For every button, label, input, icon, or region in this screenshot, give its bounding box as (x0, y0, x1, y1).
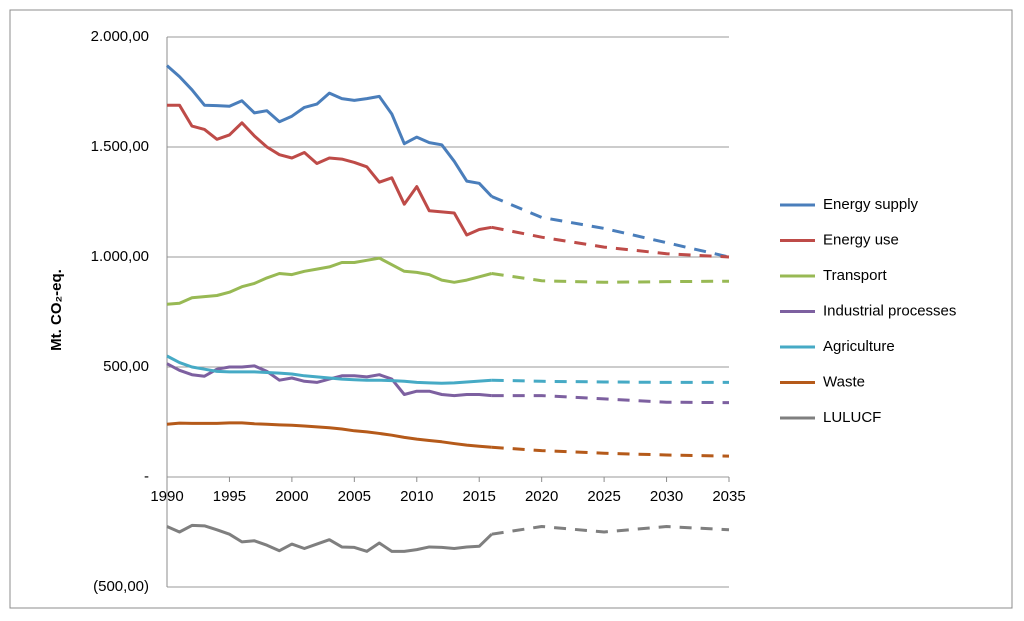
legend-label: Transport (823, 267, 887, 284)
projection-line (491, 525, 730, 536)
x-tick-label: 1990 (150, 488, 183, 505)
y-tick-label: 1.500,00 (91, 138, 149, 155)
y-tick-label: 2.000,00 (91, 28, 149, 45)
series-line (166, 421, 492, 449)
x-tick-label: 2010 (400, 488, 433, 505)
x-tick-label: 2005 (338, 488, 371, 505)
projection-line (491, 394, 730, 405)
y-tick-label: (500,00) (93, 578, 149, 595)
legend-label: Waste (823, 373, 865, 390)
legend-label: Energy use (823, 231, 899, 248)
series-line (166, 64, 493, 198)
y-tick-label: 1.000,00 (91, 248, 149, 265)
projection-line (491, 225, 730, 259)
y-axis-title: Mt. CO₂-eq. (48, 269, 65, 351)
legend-label: Agriculture (823, 338, 895, 355)
projection-line (491, 272, 730, 284)
y-tick-label: 500,00 (103, 358, 149, 375)
legend-label: Energy supply (823, 196, 919, 213)
x-tick-label: 2000 (275, 488, 308, 505)
x-tick-label: 2030 (650, 488, 683, 505)
series-line (166, 354, 492, 385)
legend-label: Industrial processes (823, 302, 956, 319)
series-line (166, 256, 493, 306)
legend-label: LULUCF (823, 409, 881, 426)
projection-line (491, 445, 730, 458)
x-tick-label: 2015 (463, 488, 496, 505)
x-tick-label: 2035 (712, 488, 745, 505)
x-tick-label: 2025 (587, 488, 620, 505)
chart-frame (9, 9, 1013, 609)
series-line (166, 523, 493, 553)
x-tick-label: 1995 (213, 488, 246, 505)
series-line (167, 103, 492, 237)
projection-line (491, 378, 729, 384)
y-tick-label: - (144, 468, 149, 485)
x-tick-label: 2020 (525, 488, 558, 505)
